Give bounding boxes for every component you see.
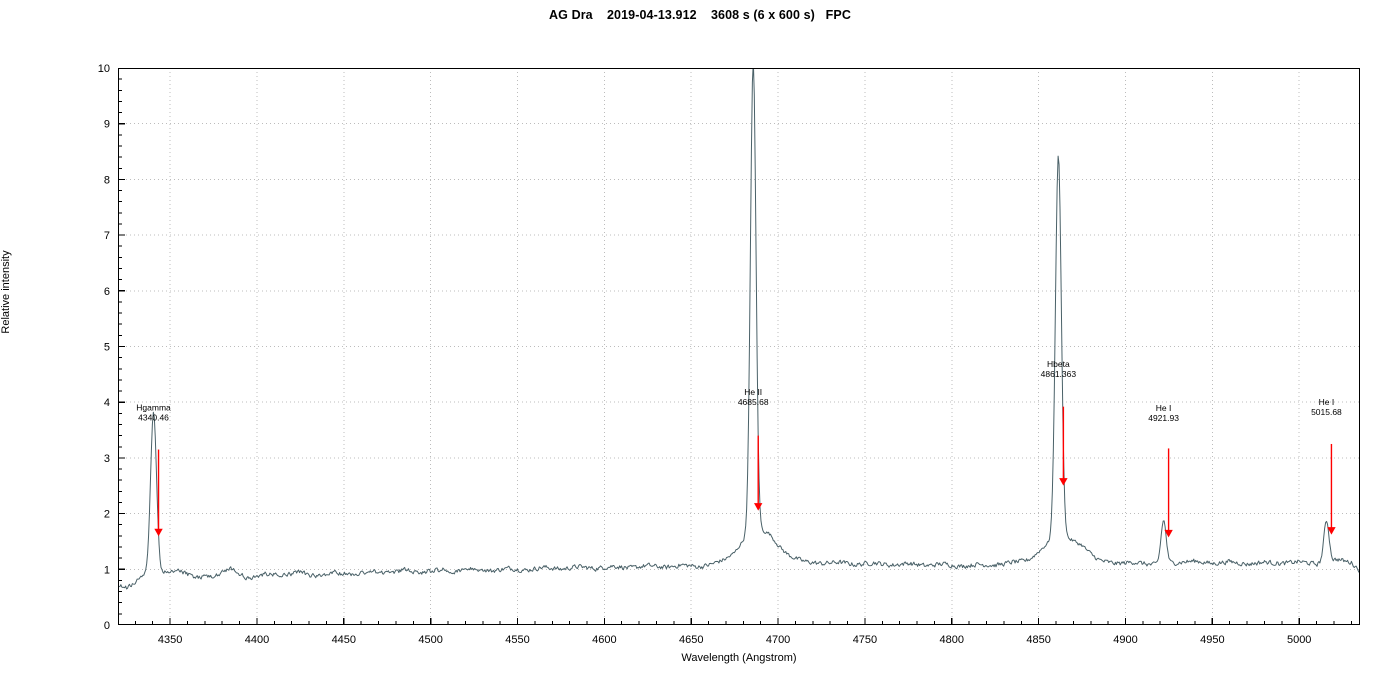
annotation-line-name: He I	[1319, 397, 1335, 407]
annotation-line-name: Hbeta	[1047, 359, 1070, 369]
y-tick-label: 2	[104, 509, 110, 521]
annotation-wavelength: 4340.46	[138, 413, 169, 423]
x-tick-label: 4350	[158, 634, 182, 646]
x-tick-label: 4850	[1026, 634, 1050, 646]
annotation-line-name: Hgamma	[136, 403, 171, 413]
grid-lines	[118, 68, 1360, 625]
x-tick-label: 4900	[1113, 634, 1137, 646]
y-tick-label: 0	[104, 620, 110, 632]
plot-area: Hgamma 4340.46 He II 4685.68 Hbeta 4861.363 He…	[118, 68, 1360, 625]
x-tick-label: 5000	[1287, 634, 1311, 646]
annotation-arrow-head	[1327, 527, 1336, 535]
x-axis-label: Wavelength (Angstrom)	[681, 652, 797, 664]
y-axis-label-text: Relative intensity	[0, 250, 12, 334]
annotation-wavelength: 5015.68	[1311, 407, 1342, 417]
y-tick-label: 9	[104, 119, 110, 131]
x-tick-label: 4400	[245, 634, 269, 646]
annotation-wavelength: 4685.68	[738, 397, 769, 407]
annotation-arrow-head	[154, 528, 163, 537]
annotation-wavelength: 4921.93	[1148, 413, 1179, 423]
annotation-arrow-head	[1164, 529, 1173, 538]
y-tick-label: 4	[104, 397, 110, 409]
x-tick-label: 4650	[679, 634, 703, 646]
chart-title: AG Dra 2019-04-13.912 3608 s (6 x 600 s)…	[549, 8, 851, 22]
y-axis-label: Relative intensity	[0, 192, 12, 392]
x-tick-label: 4500	[418, 634, 442, 646]
x-tick-label: 4450	[332, 634, 356, 646]
x-tick-label: 4800	[940, 634, 964, 646]
x-tick-labels: 4350 4400 4450 4500 4550 4600 4650 4700 4750 4800…	[158, 634, 1312, 646]
y-tick-label: 6	[104, 286, 110, 298]
x-tick-label: 4750	[853, 634, 877, 646]
y-tick-label: 7	[104, 230, 110, 242]
annotation-wavelength: 4861.363	[1041, 369, 1077, 379]
y-tick-label: 5	[104, 342, 110, 354]
annotation-line-name: He I	[1156, 403, 1172, 413]
annotation-arrow-head	[754, 503, 763, 511]
x-tick-label: 4700	[766, 634, 790, 646]
y-tick-labels: 0 1 2 3 4 5 6 7 8 9 10	[98, 63, 110, 632]
x-tick-label: 4950	[1200, 634, 1224, 646]
y-tick-label: 10	[98, 63, 110, 75]
annotation-arrow-head	[1059, 478, 1068, 486]
spectrum-trace	[118, 68, 1360, 590]
annotation-line-name: He II	[744, 387, 762, 397]
y-tick-label: 3	[104, 453, 110, 465]
x-tick-label: 4600	[592, 634, 616, 646]
y-tick-label: 1	[104, 564, 110, 576]
y-tick-label: 8	[104, 174, 110, 186]
x-tick-label: 4550	[505, 634, 529, 646]
plot-frame	[118, 68, 1360, 625]
